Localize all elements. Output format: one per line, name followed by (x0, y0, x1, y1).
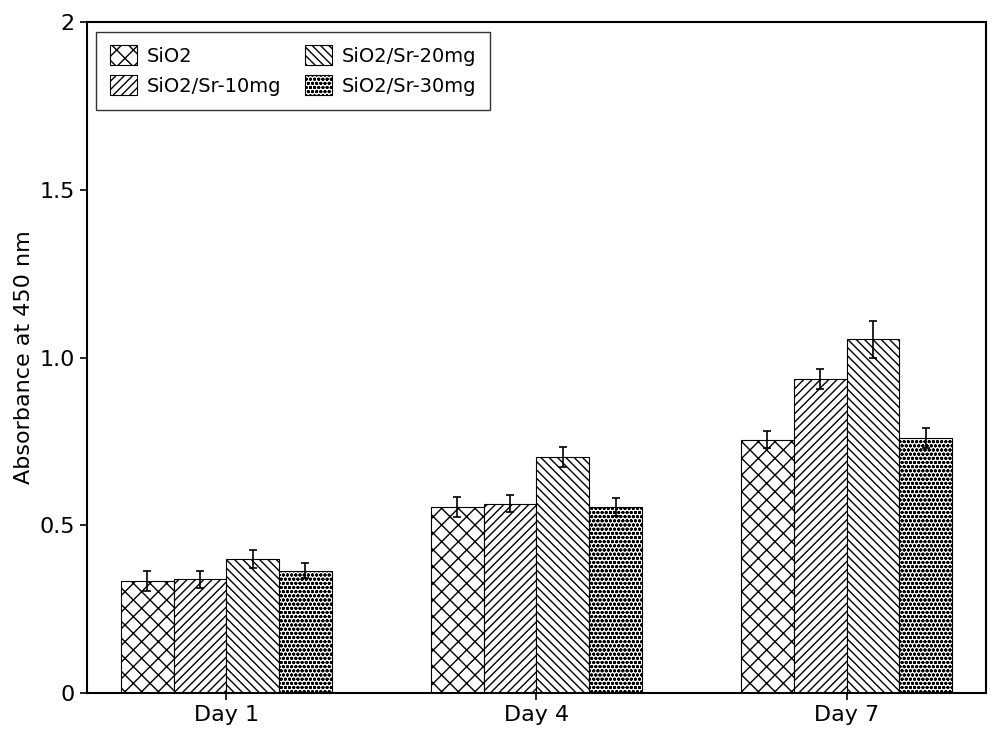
Y-axis label: Absorbance at 450 nm: Absorbance at 450 nm (14, 231, 34, 485)
Bar (226, 559, 279, 693)
Bar (741, 440, 794, 693)
Bar (431, 507, 484, 693)
Bar (484, 504, 536, 693)
Bar (899, 438, 952, 693)
Bar (589, 507, 642, 693)
Bar (121, 581, 174, 693)
Bar (279, 571, 332, 693)
Bar (847, 339, 899, 693)
Bar (174, 579, 226, 693)
Legend: SiO2, SiO2/Sr-10mg, SiO2/Sr-20mg, SiO2/Sr-30mg: SiO2, SiO2/Sr-10mg, SiO2/Sr-20mg, SiO2/S… (96, 32, 490, 109)
Bar (794, 379, 847, 693)
Bar (536, 457, 589, 693)
